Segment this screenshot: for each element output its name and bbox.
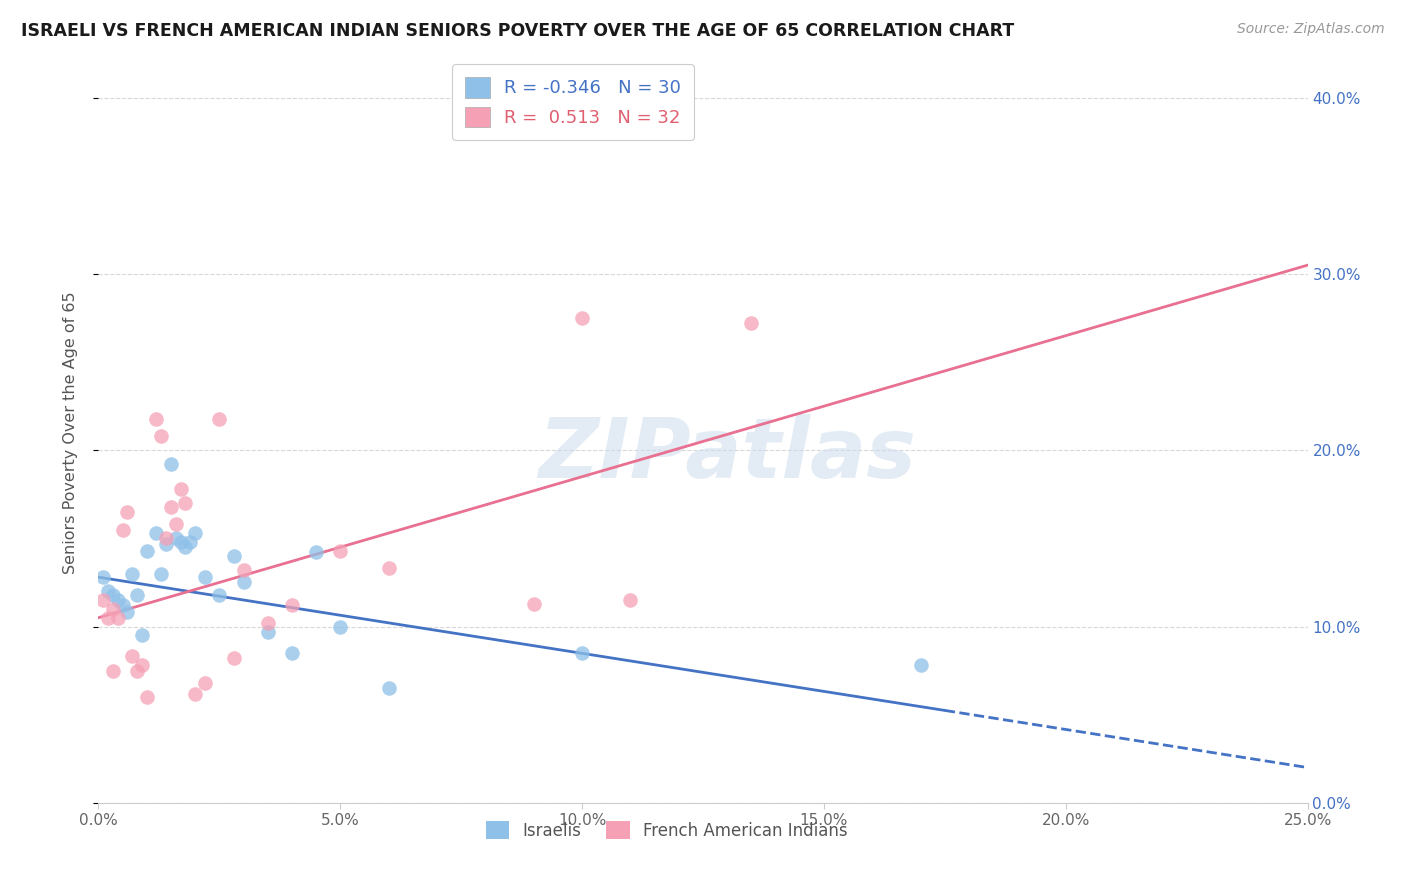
Point	[145, 411, 167, 425]
Point	[150, 429, 173, 443]
Point	[194, 570, 217, 584]
Point	[121, 649, 143, 664]
Point	[127, 664, 149, 678]
Point	[135, 543, 157, 558]
Point	[117, 505, 139, 519]
Point	[169, 482, 191, 496]
Point	[329, 619, 352, 633]
Point	[145, 526, 167, 541]
Point	[619, 593, 641, 607]
Point	[111, 523, 134, 537]
Point	[97, 584, 120, 599]
Point	[121, 566, 143, 581]
Point	[150, 566, 173, 581]
Point	[174, 496, 197, 510]
Point	[256, 624, 278, 639]
Point	[305, 545, 328, 559]
Point	[571, 311, 593, 326]
Point	[194, 676, 217, 690]
Point	[155, 532, 177, 546]
Point	[131, 658, 153, 673]
Point	[135, 690, 157, 704]
Point	[101, 664, 124, 678]
Point	[91, 570, 114, 584]
Point	[208, 588, 231, 602]
Point	[160, 458, 183, 472]
Point	[523, 597, 546, 611]
Point	[165, 532, 187, 546]
Point	[232, 575, 254, 590]
Point	[910, 658, 932, 673]
Point	[117, 606, 139, 620]
Point	[571, 646, 593, 660]
Point	[107, 610, 129, 624]
Point	[740, 316, 762, 330]
Point	[91, 593, 114, 607]
Point	[668, 91, 690, 105]
Y-axis label: Seniors Poverty Over the Age of 65: Seniors Poverty Over the Age of 65	[63, 292, 77, 574]
Legend: Israelis, French American Indians: Israelis, French American Indians	[479, 814, 855, 847]
Point	[281, 646, 304, 660]
Point	[329, 543, 352, 558]
Point	[101, 602, 124, 616]
Point	[377, 681, 399, 696]
Point	[101, 588, 124, 602]
Text: Source: ZipAtlas.com: Source: ZipAtlas.com	[1237, 22, 1385, 37]
Point	[131, 628, 153, 642]
Point	[107, 593, 129, 607]
Point	[155, 536, 177, 550]
Text: ZIPatlas: ZIPatlas	[538, 414, 917, 495]
Point	[222, 549, 245, 563]
Text: ISRAELI VS FRENCH AMERICAN INDIAN SENIORS POVERTY OVER THE AGE OF 65 CORRELATION: ISRAELI VS FRENCH AMERICAN INDIAN SENIOR…	[21, 22, 1014, 40]
Point	[165, 517, 187, 532]
Point	[127, 588, 149, 602]
Point	[97, 610, 120, 624]
Point	[111, 599, 134, 613]
Point	[281, 599, 304, 613]
Point	[184, 686, 207, 700]
Point	[174, 540, 197, 554]
Point	[222, 651, 245, 665]
Point	[232, 563, 254, 577]
Point	[377, 561, 399, 575]
Point	[184, 526, 207, 541]
Point	[179, 535, 201, 549]
Point	[256, 615, 278, 630]
Point	[160, 500, 183, 514]
Point	[208, 411, 231, 425]
Point	[169, 535, 191, 549]
